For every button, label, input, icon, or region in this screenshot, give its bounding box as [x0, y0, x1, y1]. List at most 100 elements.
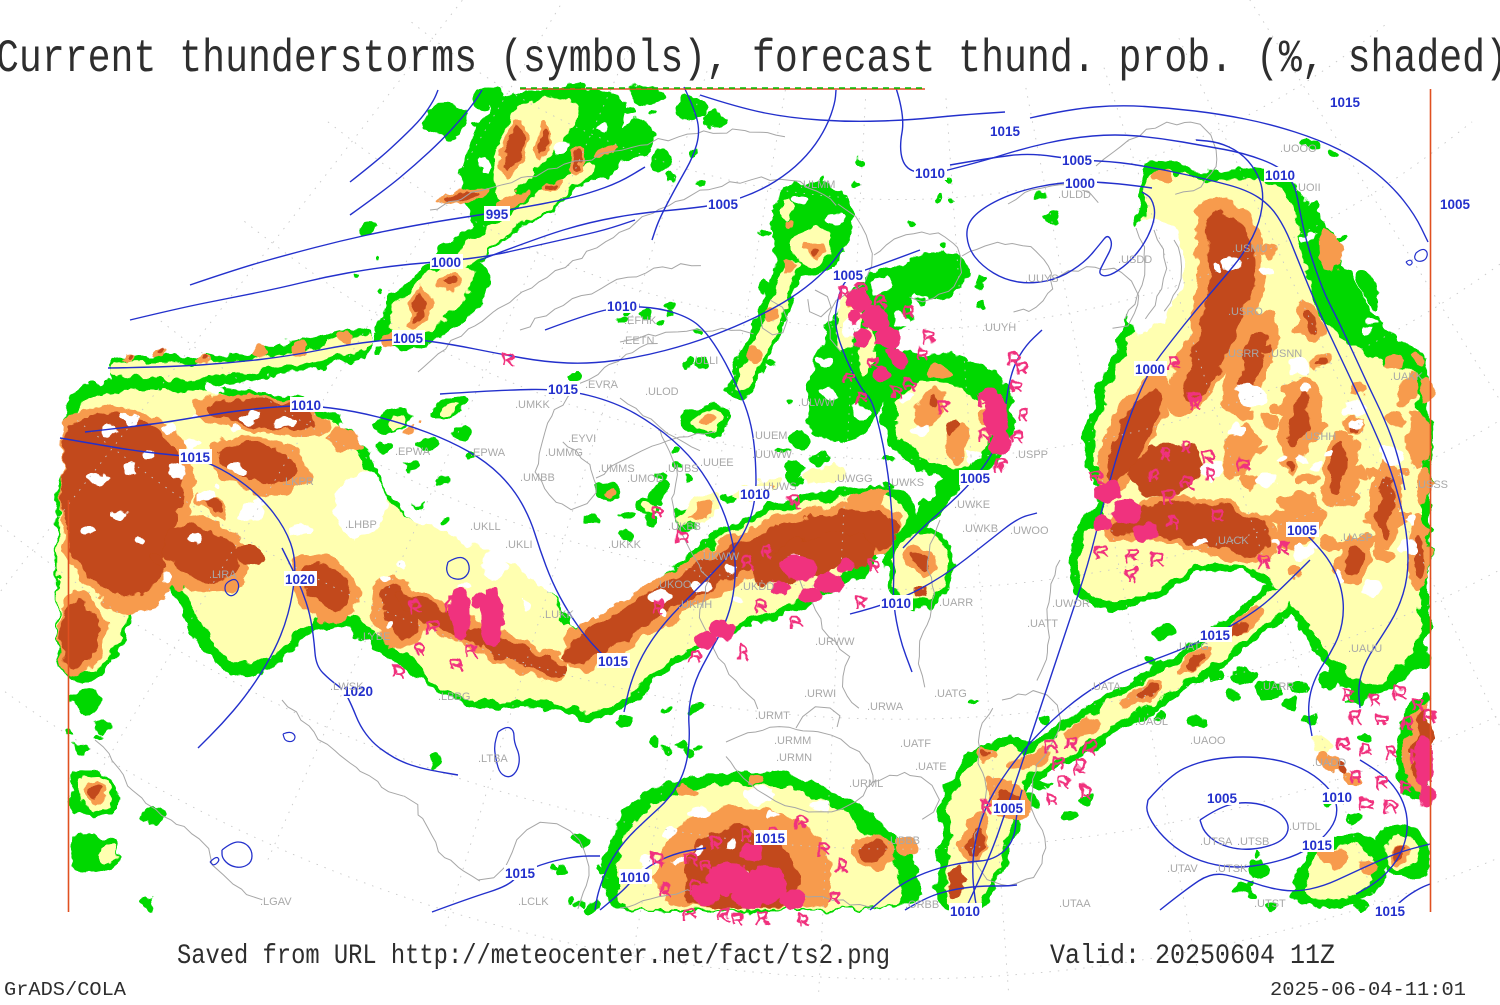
- svg-text:.UKWW: .UKWW: [700, 551, 740, 563]
- svg-text:.UARR: .UARR: [1260, 681, 1294, 693]
- svg-text:1005: 1005: [708, 197, 739, 212]
- svg-text:.LIRA: .LIRA: [209, 569, 237, 581]
- svg-text:1005: 1005: [833, 268, 864, 283]
- svg-text:.USRR: .USRR: [1225, 348, 1259, 360]
- svg-text:.URMT: .URMT: [755, 710, 790, 722]
- svg-text:Saved from URL http://meteocen: Saved from URL http://meteocenter.net/fa…: [177, 941, 890, 972]
- svg-text:.UKHH: .UKHH: [678, 599, 712, 611]
- svg-text:.UUYH: .UUYH: [982, 322, 1016, 334]
- svg-text:.UBBB: .UBBB: [887, 835, 920, 847]
- svg-text:.UWKB: .UWKB: [962, 523, 998, 535]
- svg-text:.UATG: .UATG: [934, 688, 967, 700]
- svg-text:.ULWW: .ULWW: [798, 397, 836, 409]
- svg-text:.UKBB: .UKBB: [668, 521, 701, 533]
- svg-text:.LUKK: .LUKK: [542, 609, 574, 621]
- svg-text:.URWW: .URWW: [815, 636, 855, 648]
- svg-text:.UKOO: .UKOO: [656, 579, 692, 591]
- svg-text:.UTAA: .UTAA: [1059, 898, 1091, 910]
- svg-text:.UARR: .UARR: [939, 597, 973, 609]
- svg-text:1015: 1015: [1200, 628, 1231, 643]
- svg-text:.ULMM: .ULMM: [800, 179, 835, 191]
- svg-text:.EVRA: .EVRA: [585, 379, 619, 391]
- svg-text:.USPP: .USPP: [1015, 449, 1048, 461]
- svg-text:.UASP: .UASP: [1340, 532, 1373, 544]
- svg-text:.UKLL: .UKLL: [470, 521, 501, 533]
- svg-text:.EYVI: .EYVI: [568, 433, 596, 445]
- svg-text:2025-06-04-11:01: 2025-06-04-11:01: [1270, 979, 1466, 1000]
- svg-text:995: 995: [486, 207, 509, 222]
- svg-text:.UATT: .UATT: [1027, 618, 1058, 630]
- svg-text:1005: 1005: [993, 801, 1024, 816]
- svg-text:1005: 1005: [393, 331, 424, 346]
- svg-text:.LWSK: .LWSK: [330, 681, 364, 693]
- svg-text:.UTST: .UTST: [1254, 898, 1286, 910]
- svg-text:1005: 1005: [1440, 197, 1471, 212]
- svg-text:1005: 1005: [960, 471, 991, 486]
- svg-text:1020: 1020: [285, 572, 315, 587]
- svg-text:1005: 1005: [1062, 153, 1093, 168]
- svg-text:.UTDL: .UTDL: [1289, 821, 1321, 833]
- svg-text:.UTSB: .UTSB: [1237, 836, 1269, 848]
- svg-text:1020: 1020: [343, 684, 373, 699]
- svg-text:.USNN: .USNN: [1268, 348, 1302, 360]
- svg-text:1010: 1010: [1322, 790, 1352, 805]
- svg-text:.UAOL: .UAOL: [1135, 716, 1168, 728]
- svg-text:.USHH: .USHH: [1302, 431, 1336, 443]
- svg-text:1015: 1015: [755, 831, 786, 846]
- svg-text:1015: 1015: [1302, 838, 1333, 853]
- svg-text:.UTSK: .UTSK: [1215, 863, 1248, 875]
- svg-text:.UWOR: .UWOR: [1052, 598, 1090, 610]
- svg-text:1000: 1000: [1135, 362, 1165, 377]
- svg-text:1015: 1015: [180, 450, 211, 465]
- svg-text:.UMMG: .UMMG: [545, 447, 583, 459]
- svg-text:.USRO: .USRO: [1228, 306, 1263, 318]
- svg-text:.UKDD: .UKDD: [740, 581, 774, 593]
- svg-text:.LBBG: .LBBG: [438, 691, 470, 703]
- svg-text:.EPWA: .EPWA: [395, 446, 431, 458]
- svg-text:.UMBB: .UMBB: [520, 472, 555, 484]
- svg-text:1015: 1015: [505, 866, 536, 881]
- svg-text:.URMN: .URMN: [776, 752, 812, 764]
- svg-text:.LYBE: .LYBE: [360, 631, 390, 643]
- svg-text:.UMMS: .UMMS: [598, 463, 635, 475]
- svg-text:.UATA: .UATA: [1090, 681, 1121, 693]
- svg-text:.ULOD: .ULOD: [645, 386, 679, 398]
- svg-text:.UADD: .UADD: [1312, 757, 1346, 769]
- svg-text:.URWI: .URWI: [804, 688, 836, 700]
- svg-text:GrADS/COLA: GrADS/COLA: [4, 979, 127, 1000]
- svg-text:1015: 1015: [598, 654, 629, 669]
- svg-text:Valid: 20250604 11Z: Valid: 20250604 11Z: [1050, 941, 1335, 972]
- svg-text:1005: 1005: [1207, 791, 1238, 806]
- svg-text:.LGAV: .LGAV: [260, 896, 292, 908]
- svg-text:1010: 1010: [1265, 168, 1295, 183]
- svg-text:.LCLK: .LCLK: [518, 896, 549, 908]
- svg-text:.UATG: .UATG: [1176, 641, 1209, 653]
- svg-text:1005: 1005: [1287, 523, 1318, 538]
- svg-text:.UMOD: .UMOD: [627, 473, 664, 485]
- svg-text:Current thunderstorms (symbols: Current thunderstorms (symbols), forecas…: [0, 33, 1500, 85]
- svg-text:.EPWA: .EPWA: [470, 447, 506, 459]
- svg-text:1015: 1015: [990, 124, 1021, 139]
- svg-text:.UWOO: .UWOO: [1010, 525, 1049, 537]
- svg-text:.UMKK: .UMKK: [515, 399, 551, 411]
- svg-text:1010: 1010: [291, 398, 321, 413]
- svg-text:.LTBA: .LTBA: [478, 753, 508, 765]
- svg-text:.ORBB: .ORBB: [905, 899, 939, 911]
- svg-text:.UATE: .UATE: [915, 761, 947, 773]
- svg-text:.UAUU: .UAUU: [1348, 643, 1382, 655]
- svg-text:1000: 1000: [1065, 176, 1095, 191]
- svg-text:.UUWS: .UUWS: [760, 481, 797, 493]
- svg-text:.UTSA: .UTSA: [1200, 836, 1233, 848]
- svg-text:.UKKK: .UKKK: [608, 539, 642, 551]
- svg-text:.UWGG: .UWGG: [834, 473, 873, 485]
- svg-text:.EETN: .EETN: [622, 335, 654, 347]
- svg-text:.USMU: .USMU: [1232, 243, 1268, 255]
- svg-text:.UWKE: .UWKE: [954, 499, 990, 511]
- svg-text:.UUYS: .UUYS: [1025, 273, 1059, 285]
- svg-text:1000: 1000: [431, 255, 461, 270]
- svg-text:.UUWW: .UUWW: [752, 449, 792, 461]
- svg-text:.LKPR: .LKPR: [282, 476, 314, 488]
- svg-text:.UOII: .UOII: [1295, 182, 1321, 194]
- svg-text:1010: 1010: [950, 904, 980, 919]
- svg-text:.UTAV: .UTAV: [1167, 863, 1198, 875]
